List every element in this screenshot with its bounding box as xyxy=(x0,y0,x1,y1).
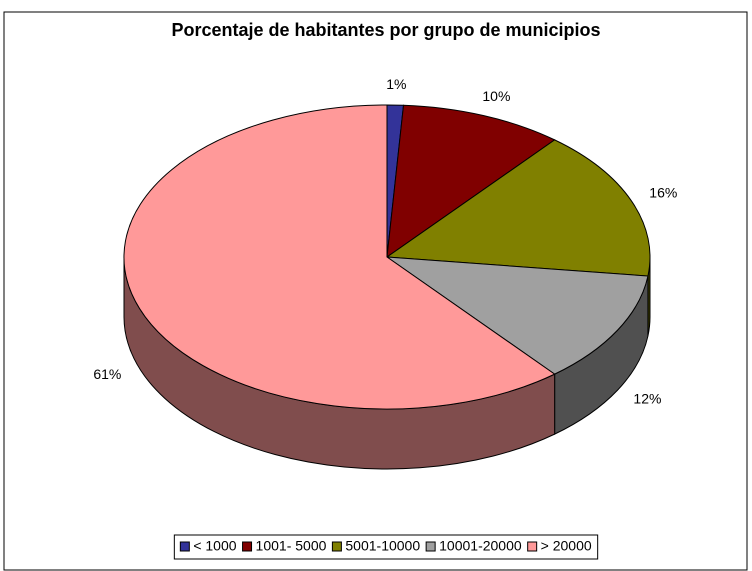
slice xyxy=(123,104,556,410)
slice xyxy=(386,104,556,259)
legend-label: 1001- 5000 xyxy=(256,538,327,554)
data-label: 10% xyxy=(482,88,510,104)
legend-label: < 1000 xyxy=(193,538,236,554)
legend-label: 5001-10000 xyxy=(345,538,420,554)
data-label: 12% xyxy=(633,390,661,406)
data-label: 1% xyxy=(386,76,406,92)
data-label: 61% xyxy=(93,366,121,382)
legend-swatch xyxy=(425,541,436,552)
legend-swatch xyxy=(527,541,538,552)
legend-label: 10001-20000 xyxy=(439,538,522,554)
slice xyxy=(385,256,649,375)
legend-swatch xyxy=(331,541,342,552)
chart-title: Porcentaje de habitantes por grupo de mu… xyxy=(171,20,600,40)
legend-swatch xyxy=(179,541,190,552)
slice xyxy=(385,139,651,277)
legend-label: > 20000 xyxy=(541,538,592,554)
data-label: 16% xyxy=(649,184,677,200)
legend-swatch xyxy=(242,541,253,552)
